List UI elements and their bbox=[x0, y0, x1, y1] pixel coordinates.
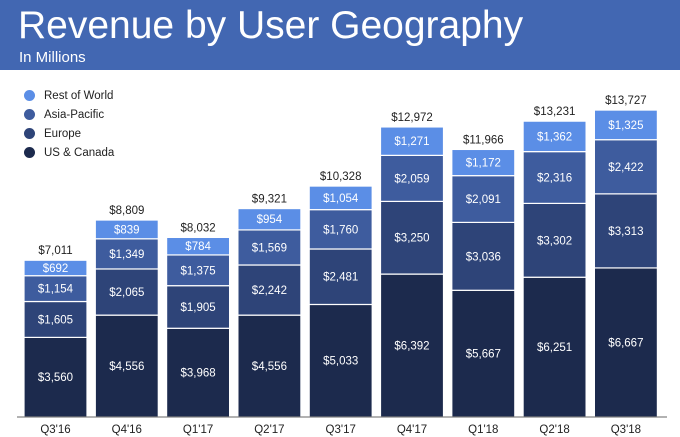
bar-segment-europe bbox=[94, 268, 159, 316]
segment-value-label: $2,242 bbox=[252, 285, 287, 297]
segment-value-label: $1,569 bbox=[252, 242, 287, 254]
segment-value-label: $1,605 bbox=[38, 314, 73, 326]
bar-total-label: $10,328 bbox=[320, 171, 362, 183]
segment-value-label: $1,375 bbox=[181, 265, 216, 277]
bar-segment-us-canada bbox=[94, 314, 159, 418]
segment-value-label: $954 bbox=[257, 214, 283, 226]
bar-segment-asia-pacific bbox=[522, 151, 587, 204]
legend-label: US & Canada bbox=[44, 146, 115, 159]
segment-value-label: $3,036 bbox=[466, 251, 501, 263]
legend-label: Rest of World bbox=[44, 89, 114, 102]
bar-total-label: $8,032 bbox=[181, 222, 216, 234]
legend-item-europe: Europe bbox=[24, 124, 114, 143]
segment-value-label: $2,065 bbox=[109, 287, 144, 299]
bar-total-label: $13,727 bbox=[605, 95, 647, 107]
segment-value-label: $3,313 bbox=[608, 226, 643, 238]
segment-value-label: $2,481 bbox=[323, 272, 358, 284]
x-tick-label: Q4'16 bbox=[112, 424, 142, 436]
segment-value-label: $3,968 bbox=[181, 368, 216, 380]
segment-value-label: $6,667 bbox=[608, 337, 643, 349]
legend-swatch-rest-of-world bbox=[24, 90, 35, 101]
bar-segment-rest-of-world bbox=[166, 236, 231, 256]
segment-value-label: $1,905 bbox=[181, 302, 216, 314]
segment-value-label: $3,560 bbox=[38, 372, 73, 384]
chart-title: Revenue by User Geography bbox=[18, 4, 524, 47]
bar-segment-rest-of-world bbox=[379, 126, 445, 156]
legend-item-asia-pacific: Asia-Pacific bbox=[24, 105, 114, 124]
bar-segment-rest-of-world bbox=[23, 259, 88, 277]
bar-segment-us-canada bbox=[166, 327, 231, 418]
bar-total-label: $12,972 bbox=[391, 112, 433, 124]
bar-segment-europe bbox=[379, 200, 445, 275]
bar-total-label: $9,321 bbox=[252, 194, 287, 206]
x-tick-label: Q2'17 bbox=[254, 424, 284, 436]
legend-label: Europe bbox=[44, 127, 82, 140]
x-tick-label: Q1'18 bbox=[468, 424, 498, 436]
segment-value-label: $2,316 bbox=[537, 173, 572, 185]
bar-segment-rest-of-world bbox=[593, 109, 659, 141]
bar-segment-rest-of-world bbox=[237, 207, 302, 231]
bar-segment-europe bbox=[237, 264, 302, 316]
segment-value-label: $5,667 bbox=[466, 349, 501, 361]
segment-value-label: $6,251 bbox=[537, 342, 572, 354]
chart-subtitle: In Millions bbox=[19, 49, 86, 66]
segment-value-label: $1,362 bbox=[537, 131, 572, 143]
bar-segment-us-canada bbox=[308, 303, 373, 418]
bar-total-label: $11,966 bbox=[463, 134, 504, 146]
bar-segment-asia-pacific bbox=[451, 175, 516, 224]
segment-value-label: $1,760 bbox=[323, 224, 358, 236]
segment-value-label: $1,325 bbox=[608, 120, 643, 132]
segment-value-label: $4,556 bbox=[109, 361, 144, 373]
segment-value-label: $3,302 bbox=[537, 235, 572, 247]
bar-segment-asia-pacific bbox=[593, 139, 659, 195]
segment-value-label: $1,154 bbox=[38, 284, 74, 296]
bar-segment-rest-of-world bbox=[522, 120, 587, 153]
segment-value-label: $4,556 bbox=[252, 361, 287, 373]
segment-value-label: $1,172 bbox=[466, 158, 501, 170]
x-tick-label: Q3'16 bbox=[40, 424, 70, 436]
bar-segment-europe bbox=[522, 202, 587, 278]
legend-swatch-asia-pacific bbox=[24, 109, 35, 120]
header-banner: Revenue by User Geography In Millions bbox=[0, 0, 680, 70]
bar-segment-europe bbox=[23, 300, 88, 338]
legend: Rest of World Asia-Pacific Europe US & C… bbox=[24, 86, 114, 162]
x-tick-label: Q3'17 bbox=[326, 424, 356, 436]
segment-value-label: $2,059 bbox=[394, 173, 429, 185]
segment-value-label: $1,271 bbox=[394, 136, 429, 148]
bar-segment-us-canada bbox=[23, 336, 88, 418]
legend-item-rest-of-world: Rest of World bbox=[24, 86, 114, 105]
segment-value-label: $6,392 bbox=[394, 341, 429, 353]
legend-item-us-canada: US & Canada bbox=[24, 143, 114, 162]
bar-segment-us-canada bbox=[522, 276, 587, 418]
bar-segment-rest-of-world bbox=[451, 148, 516, 177]
bar-total-label: $7,011 bbox=[38, 245, 72, 257]
legend-swatch-europe bbox=[24, 128, 35, 139]
x-tick-label: Q4'17 bbox=[397, 424, 427, 436]
bar-segment-asia-pacific bbox=[94, 238, 159, 270]
bar-segment-europe bbox=[166, 285, 231, 329]
bar-total-label: $13,231 bbox=[534, 106, 576, 118]
legend-label: Asia-Pacific bbox=[44, 108, 105, 121]
segment-value-label: $839 bbox=[114, 224, 140, 236]
segment-value-label: $1,349 bbox=[109, 249, 144, 261]
segment-value-label: $2,091 bbox=[466, 194, 501, 206]
bar-total-label: $8,809 bbox=[109, 205, 144, 217]
bar-segment-europe bbox=[451, 221, 516, 291]
x-tick-label: Q2'18 bbox=[539, 424, 569, 436]
bar-segment-us-canada bbox=[237, 314, 302, 418]
x-tick-label: Q1'17 bbox=[183, 424, 213, 436]
segment-value-label: $5,033 bbox=[323, 356, 358, 368]
segment-value-label: $3,250 bbox=[394, 233, 429, 245]
bar-segment-rest-of-world bbox=[94, 219, 159, 240]
legend-swatch-us-canada bbox=[24, 147, 35, 158]
x-tick-label: Q3'18 bbox=[611, 424, 641, 436]
segment-value-label: $692 bbox=[43, 263, 69, 275]
segment-value-label: $784 bbox=[185, 241, 211, 253]
bar-segment-asia-pacific bbox=[379, 154, 445, 203]
segment-value-label: $2,422 bbox=[608, 162, 643, 174]
segment-value-label: $1,054 bbox=[323, 193, 359, 205]
bar-segment-europe bbox=[308, 248, 373, 306]
bar-segment-rest-of-world bbox=[308, 185, 373, 211]
